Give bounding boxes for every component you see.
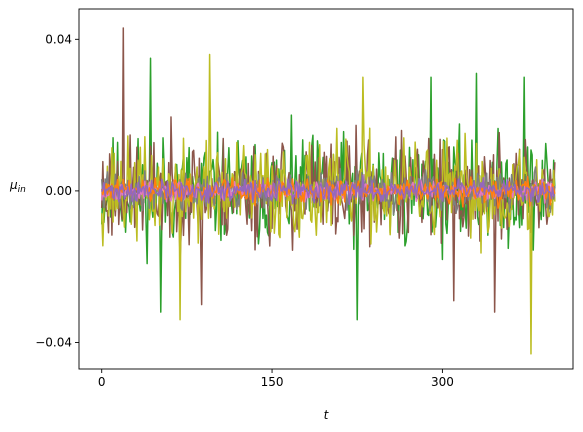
x-tick-label: 150 xyxy=(261,375,284,389)
x-axis-label: t xyxy=(324,408,330,422)
tick-layer: 0 150 300 −0.04 0.00 0.04 xyxy=(35,32,454,389)
series-layer xyxy=(100,27,556,355)
y-tick-label: −0.04 xyxy=(35,335,72,349)
plot-frame xyxy=(78,8,574,370)
x-tick-label: 300 xyxy=(431,375,454,389)
y-tick-label: 0.04 xyxy=(45,32,72,46)
y-axis-label: μin xyxy=(9,178,26,195)
y-tick-label: 0.00 xyxy=(45,184,72,198)
series-line-6 xyxy=(101,175,556,206)
x-tick-label: 0 xyxy=(98,375,106,389)
y-axis-label-main: μ xyxy=(9,178,18,192)
y-axis-label-sub: in xyxy=(18,185,27,195)
